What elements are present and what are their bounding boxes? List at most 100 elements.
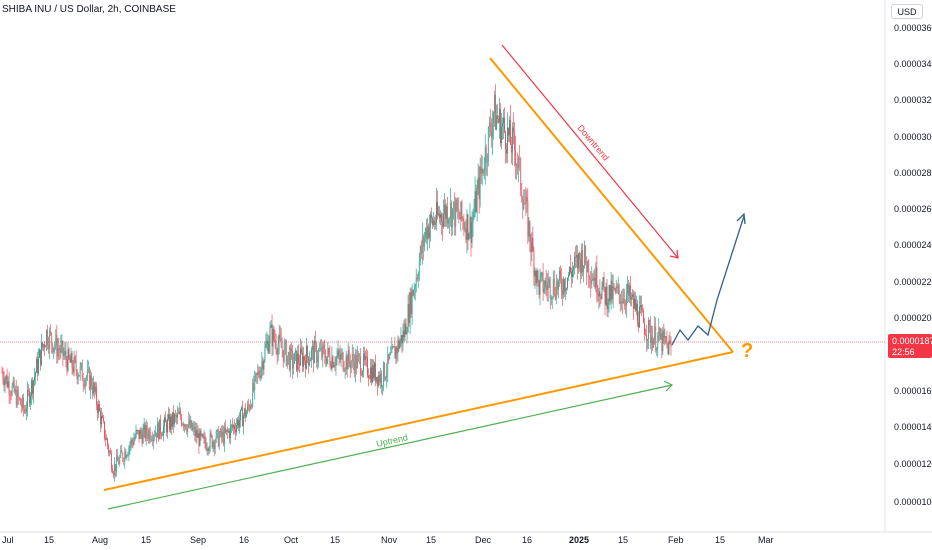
candle-body (192, 428, 194, 431)
candle-body (19, 398, 21, 405)
x-tick-label: 15 (618, 535, 628, 545)
candle-body (47, 330, 49, 346)
candle-body (611, 280, 613, 300)
candle-body (479, 166, 481, 200)
candle-body (538, 280, 540, 295)
resistance-trendline[interactable] (489, 57, 734, 353)
x-tick-label: 15 (715, 535, 725, 545)
candle-body (210, 433, 212, 436)
candle-body (166, 422, 167, 433)
candle-body (366, 356, 367, 358)
price-tag: 0.00001877 22:56 (888, 334, 932, 358)
candle-body (355, 354, 357, 368)
candle-body (147, 434, 149, 439)
candle-body (99, 404, 100, 411)
candle-body (2, 372, 4, 380)
candle-body (336, 356, 338, 358)
candle-body (608, 285, 610, 304)
currency-button[interactable]: USD (891, 4, 923, 19)
candle-body (408, 304, 410, 323)
candle-body (245, 408, 246, 418)
candle-body (421, 236, 423, 254)
candle-body (32, 380, 33, 394)
candle-body (114, 464, 116, 476)
candle-body (666, 341, 668, 343)
candle-body (338, 350, 340, 356)
candle-body (251, 405, 253, 407)
candle-body (184, 424, 186, 427)
candle-body (523, 203, 525, 209)
candle-body (74, 356, 76, 360)
candle-body (414, 287, 416, 290)
candle-body (77, 376, 79, 380)
candle-body (490, 131, 492, 138)
candle-body (473, 211, 475, 218)
candle-body (377, 376, 378, 386)
candle-body (176, 415, 177, 418)
y-tick-label: 0.00001200 (894, 459, 932, 469)
candle-body (556, 282, 558, 290)
candle-body (172, 412, 173, 427)
support-trendline[interactable] (103, 351, 734, 491)
candle-body (267, 340, 269, 353)
candle-body (594, 277, 596, 288)
candle-body (484, 147, 486, 172)
candle-body (95, 387, 96, 392)
candle-body (285, 341, 287, 366)
candle-body (434, 220, 435, 225)
candle-body (337, 350, 339, 357)
candle-body (462, 218, 464, 221)
candle-body (135, 430, 137, 438)
candle-body (381, 373, 383, 387)
candle-body (553, 279, 555, 295)
candle-body (273, 328, 275, 340)
candle-body (272, 328, 274, 347)
downtrend-arrow[interactable] (501, 44, 679, 259)
candle-body (362, 371, 363, 375)
candle-body (485, 147, 487, 163)
candle-body (633, 294, 634, 309)
candle-body (317, 359, 319, 363)
uptrend-arrow[interactable] (107, 384, 673, 510)
candle-body (5, 375, 7, 380)
candle-body (613, 286, 615, 288)
candle-body (151, 439, 153, 442)
candle-body (629, 285, 630, 296)
candle-body (153, 435, 155, 437)
candle-body (117, 455, 119, 462)
candle-body (31, 380, 32, 396)
candle-body (225, 429, 227, 433)
candle-body (334, 365, 336, 367)
candle-body (122, 453, 124, 460)
candle-body (315, 340, 317, 345)
candle-body (271, 324, 273, 347)
candle-body (559, 270, 561, 279)
candle-body (344, 369, 346, 371)
candle-body (258, 371, 260, 376)
candle-body (286, 355, 288, 366)
candle-body (150, 439, 152, 441)
candle-body (411, 290, 413, 314)
candle-body (583, 265, 585, 273)
candle-body (467, 214, 469, 240)
candle-body (591, 278, 593, 285)
candle-body (108, 445, 109, 453)
candle-body (48, 345, 50, 349)
candle-body (416, 278, 418, 280)
candle-body (168, 414, 169, 420)
candle-body (428, 225, 429, 238)
projection-path[interactable] (671, 215, 745, 346)
candle-body (405, 323, 407, 335)
candle-body (299, 363, 300, 366)
candle-body (560, 278, 562, 291)
candle-body (656, 348, 658, 351)
candle-body (593, 277, 595, 281)
x-tick-label: Dec (475, 535, 492, 545)
candle-body (309, 361, 310, 366)
candle-body (121, 450, 123, 454)
candle-body (130, 439, 132, 446)
candle-body (604, 287, 606, 305)
candle-body (373, 365, 374, 378)
candle-body (329, 354, 331, 365)
